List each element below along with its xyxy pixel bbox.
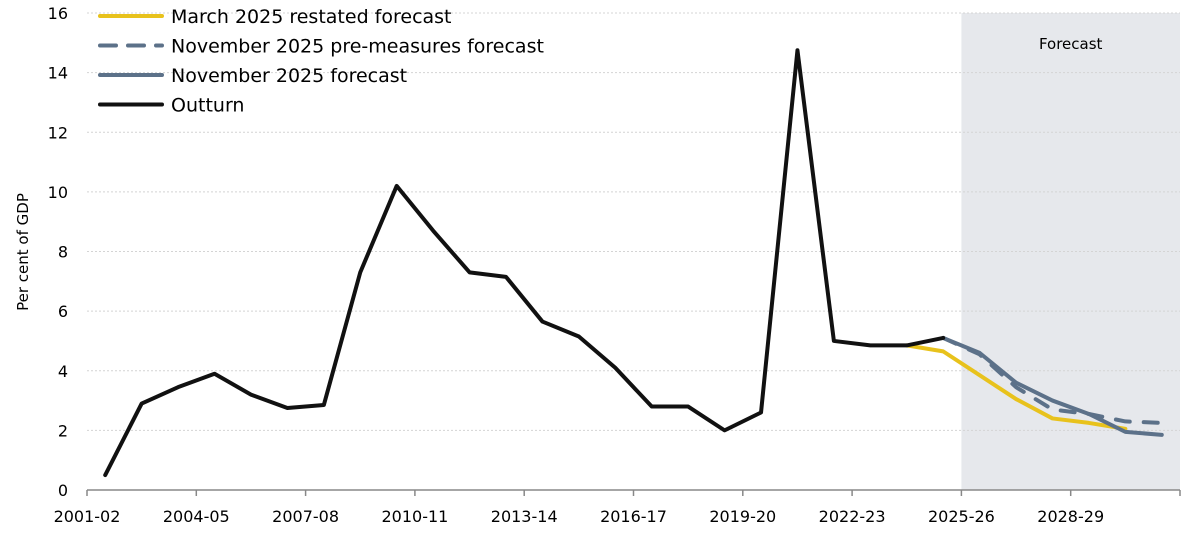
legend-label: Outturn [171,95,244,117]
y-tick-label: 14 [48,64,68,83]
x-tick-label: 2013-14 [491,507,558,526]
x-tick-label: 2025-26 [928,507,995,526]
y-tick-label: 8 [58,243,68,262]
y-tick-label: 4 [58,362,68,381]
series-line-march-2025-restated-forecast [904,343,1128,431]
x-tick-label: 2016-17 [600,507,667,526]
x-tick-label: 2028-29 [1037,507,1104,526]
y-tick-label: 0 [58,481,68,500]
x-tick-label: 2010-11 [381,507,448,526]
legend-label: March 2025 restated forecast [171,6,452,28]
series-line-november-2025-forecast [941,335,1164,437]
y-tick-label: 2 [58,421,68,440]
legend-label: November 2025 forecast [171,65,407,87]
y-tick-label: 12 [48,123,68,142]
x-tick-label: 2019-20 [709,507,776,526]
x-tick-label: 2022-23 [819,507,886,526]
y-tick-label: 16 [48,4,68,23]
x-tick-label: 2001-02 [54,507,121,526]
x-tick-label: 2007-08 [272,507,339,526]
legend-label: November 2025 pre-measures forecast [171,36,544,58]
x-tick-label: 2004-05 [163,507,230,526]
series-line-outturn [103,48,946,478]
forecast-label: Forecast [1039,35,1103,53]
y-tick-label: 10 [48,183,68,202]
y-tick-label: 6 [58,302,68,321]
y-axis-label: Per cent of GDP [14,193,32,311]
